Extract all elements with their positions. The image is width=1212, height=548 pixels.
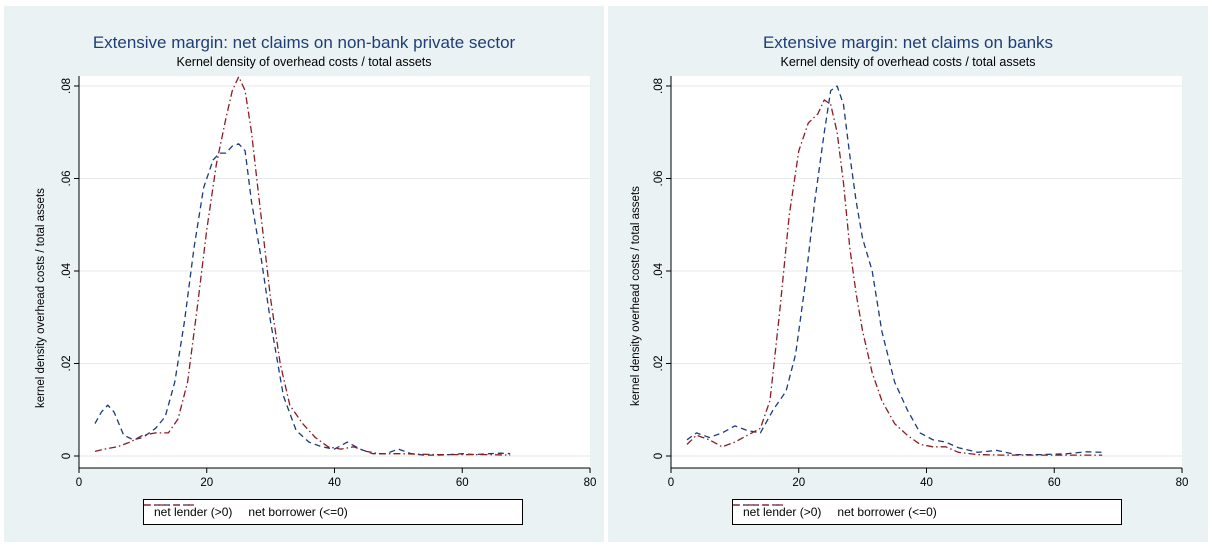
y-tick-label-left-4: .08	[61, 78, 73, 94]
plot-area-right	[671, 76, 1182, 468]
x-tick-label-right-1: 20	[792, 477, 805, 489]
legend-label-borrower: net borrower (<=0)	[837, 505, 937, 519]
y-tick-label-right-3: .06	[653, 171, 665, 187]
y-tick-label-right-1: .02	[653, 356, 665, 372]
series-line-lender-left	[94, 143, 511, 456]
y-axis-label-right: kernel density overhead costs / total as…	[630, 186, 642, 406]
legend-left: net lender (>0) net borrower (<=0)	[143, 499, 523, 525]
series-line-borrower-left	[94, 76, 511, 456]
series-line-borrower-right	[686, 99, 1103, 456]
chart-plot-left: 0 .02 .04 .06 .08 0 20 40 60 80	[61, 76, 597, 489]
chart-panel-left: 0 .02 .04 .06 .08 0 20 40 60 80 Extensive margin:…	[4, 6, 604, 542]
legend-swatch-borrower	[733, 504, 783, 506]
y-tick-label-left-0: 0	[61, 453, 73, 459]
x-tick-label-left-0: 0	[76, 477, 82, 489]
plot-area-left	[79, 76, 590, 468]
legend-item-borrower: net borrower (<=0)	[144, 504, 348, 519]
x-tick-label-left-3: 60	[456, 477, 469, 489]
chart-title-right: Extensive margin: net claims on banks	[762, 33, 1054, 52]
chart-subtitle-right: Kernel density of overhead costs / total…	[780, 55, 1036, 69]
legend-label-lender: net lender (>0)	[743, 505, 822, 519]
legend-swatch-borrower	[144, 504, 194, 506]
legend-right: net lender (>0) net borrower (<=0)	[732, 499, 1122, 525]
x-tick-label-left-1: 20	[200, 477, 213, 489]
chart-plot-right: 0 .02 .04 .06 .08 0 20 40 60 80	[653, 76, 1189, 489]
y-tick-label-left-3: .06	[61, 171, 73, 187]
chart-subtitle-left: Kernel density of overhead costs / total…	[176, 55, 432, 69]
x-tick-label-right-3: 60	[1048, 477, 1061, 489]
x-tick-label-left-2: 40	[328, 477, 341, 489]
chart-title-left: Extensive margin: net claims on non-bank…	[92, 33, 516, 52]
x-tick-label-left-4: 80	[584, 477, 597, 489]
y-tick-label-right-4: .08	[653, 78, 665, 94]
x-tick-label-right-2: 40	[920, 477, 933, 489]
y-tick-label-right-2: .04	[653, 262, 665, 279]
legend-label-lender: net lender (>0)	[154, 505, 233, 519]
y-axis-label-left: kernel density overhead costs / total as…	[35, 188, 47, 408]
y-tick-label-left-1: .02	[61, 356, 73, 372]
legend-item-borrower: net borrower (<=0)	[733, 504, 937, 519]
chart-panel-right: 0 .02 .04 .06 .08 0 20 40 60 80 Extensive margin:…	[608, 6, 1208, 542]
x-tick-label-right-0: 0	[668, 477, 674, 489]
y-tick-label-right-0: 0	[653, 453, 665, 459]
y-tick-label-left-2: .04	[61, 262, 73, 279]
legend-label-borrower: net borrower (<=0)	[248, 505, 348, 519]
x-tick-label-right-4: 80	[1176, 477, 1189, 489]
